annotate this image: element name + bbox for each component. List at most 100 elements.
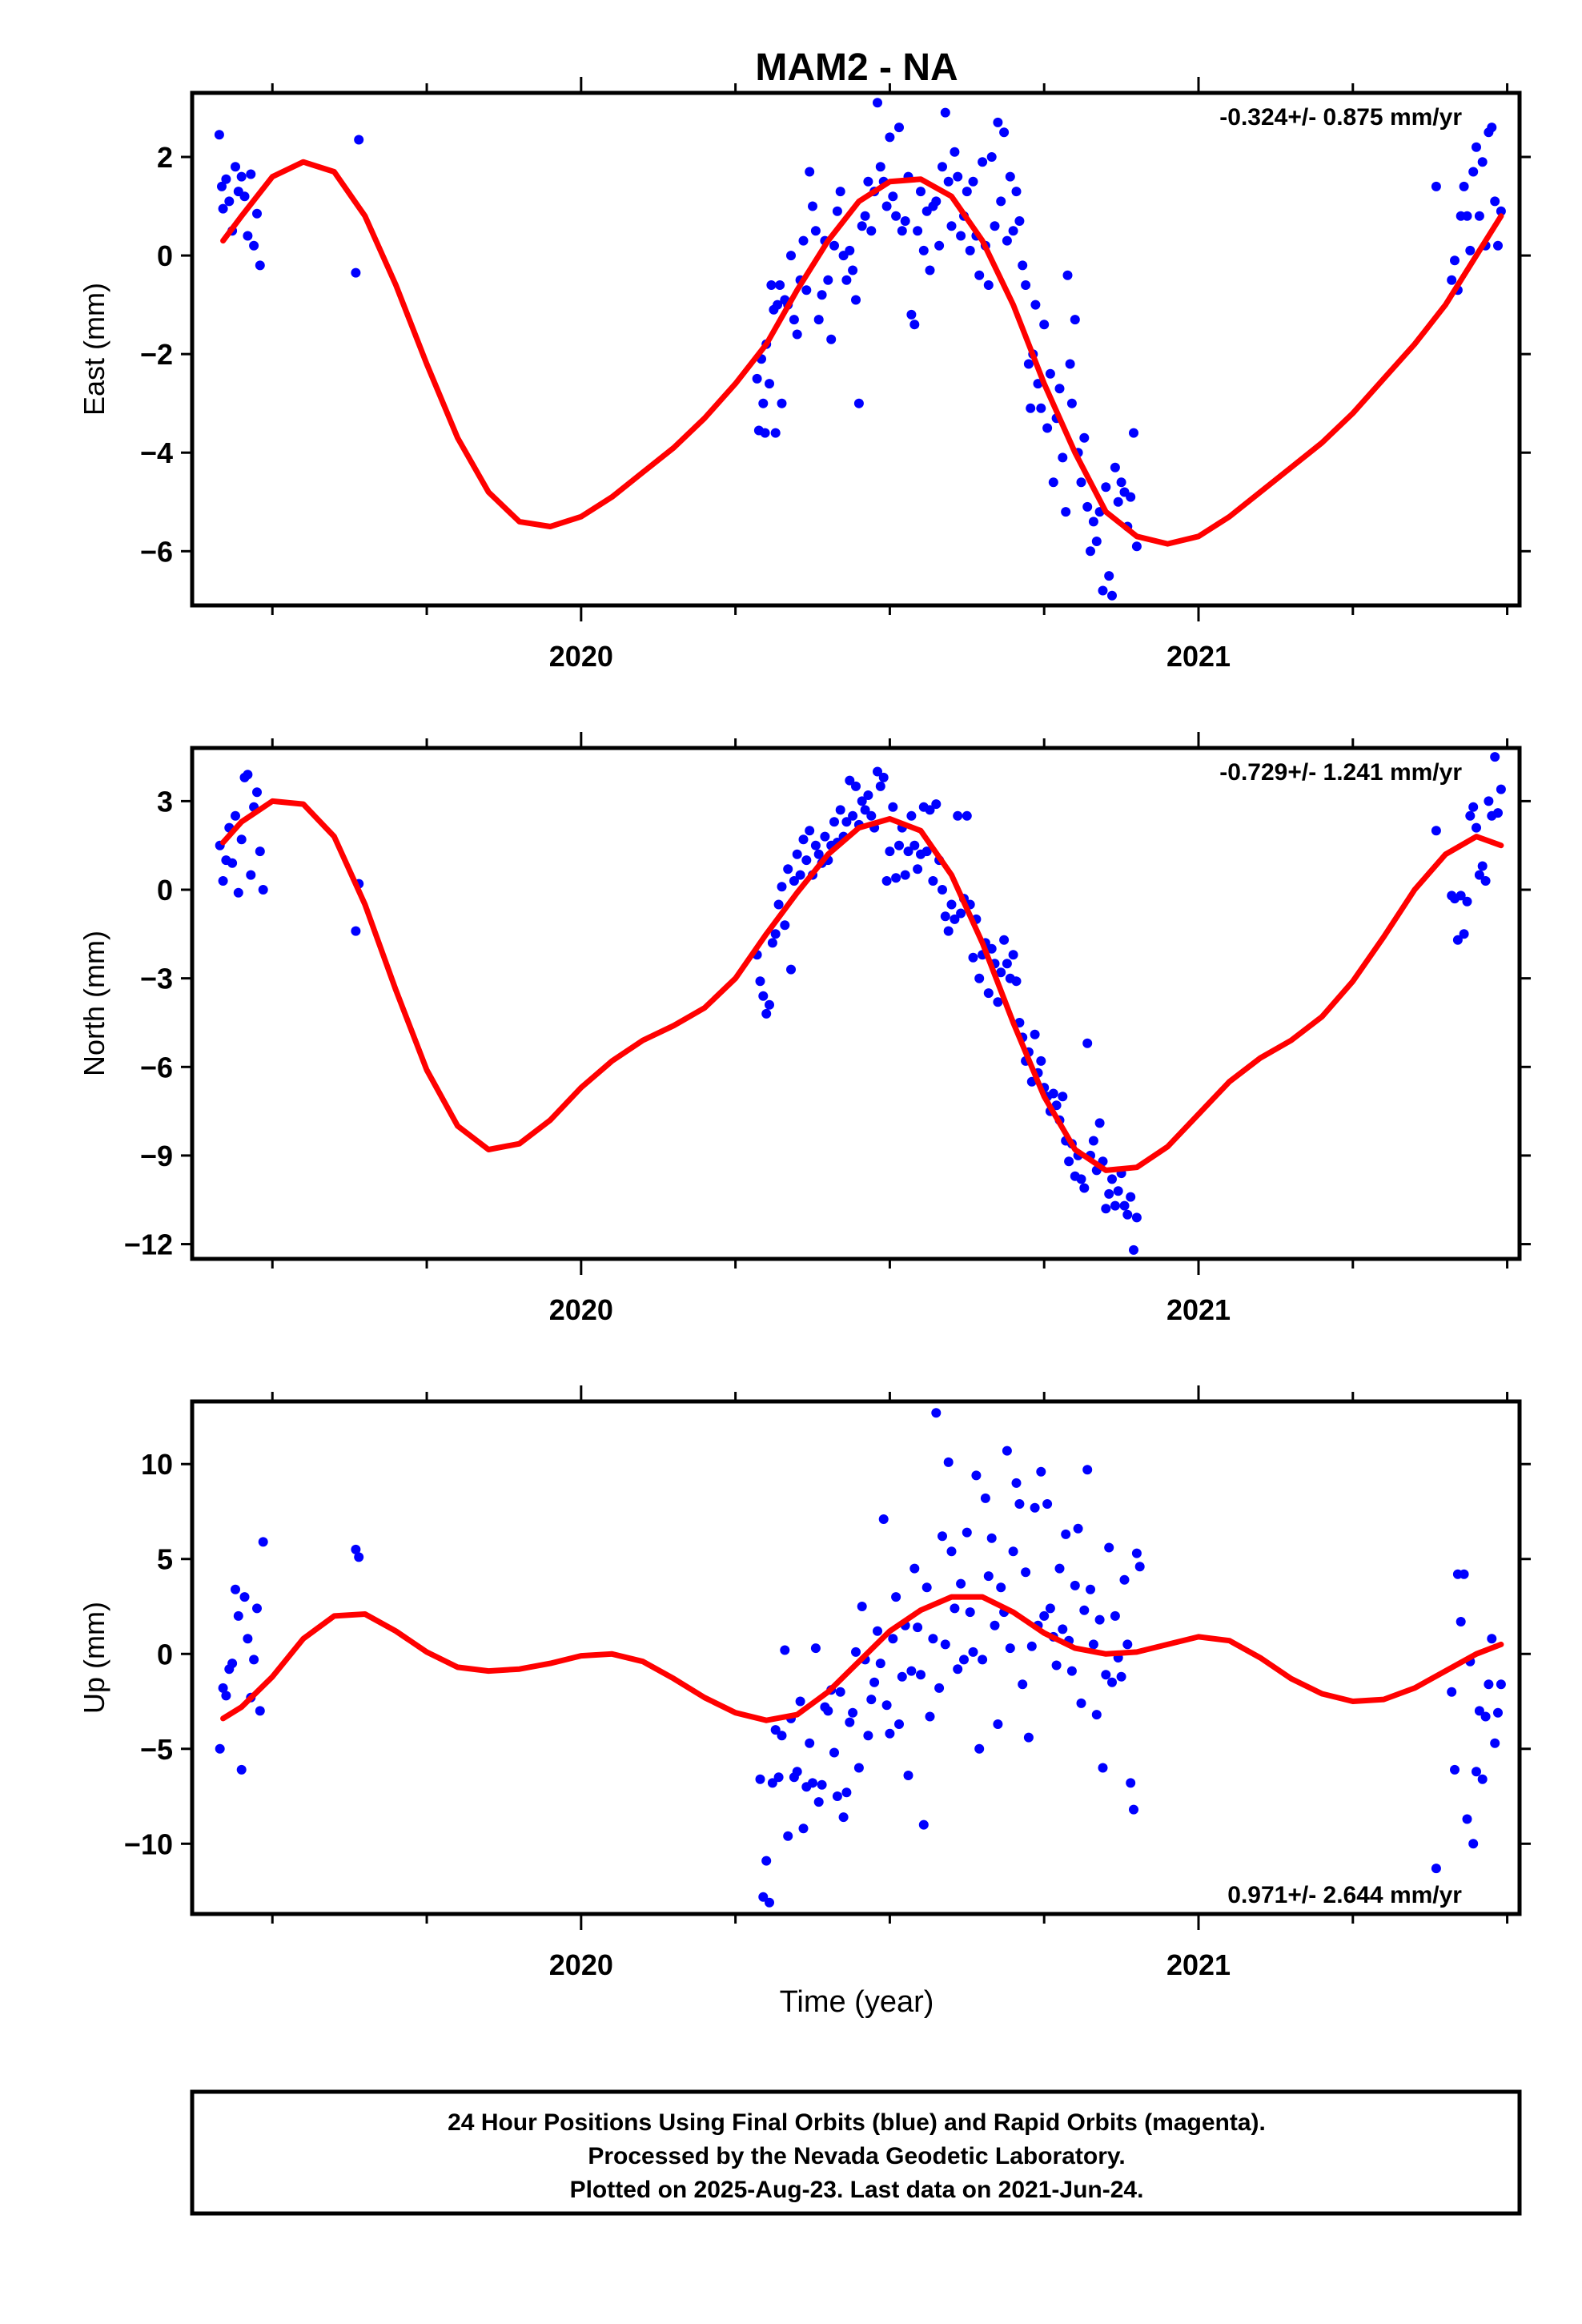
east-data-point: [221, 174, 231, 184]
up-data-point: [897, 1671, 907, 1682]
up-data-point: [215, 1743, 225, 1754]
up-data-point: [1447, 1687, 1457, 1697]
east-y-tick-label: −6: [140, 535, 173, 568]
north-data-point: [881, 876, 892, 886]
up-data-point: [1129, 1804, 1138, 1815]
north-data-point: [1131, 1212, 1142, 1223]
north-data-point: [798, 834, 809, 845]
north-points: [215, 752, 1506, 1255]
east-y-tick-label: −2: [140, 338, 173, 371]
north-y-tick-label: 3: [157, 785, 173, 818]
north-data-point: [1474, 870, 1484, 880]
east-data-point: [845, 245, 855, 255]
north-data-point: [1011, 976, 1022, 987]
up-data-point: [971, 1470, 982, 1481]
up-data-point: [817, 1779, 827, 1790]
up-data-point: [823, 1706, 833, 1716]
east-data-point: [925, 265, 935, 275]
east-data-point: [789, 315, 799, 325]
footer-line-3: Plotted on 2025-Aug-23. Last data on 202…: [570, 2177, 1144, 2203]
east-data-point: [857, 221, 867, 231]
east-data-point: [1487, 123, 1497, 133]
north-data-point: [866, 810, 877, 821]
east-data-point: [1023, 359, 1034, 369]
north-data-point: [863, 790, 873, 800]
north-data-point: [974, 973, 985, 983]
up-data-point: [1490, 1738, 1500, 1748]
up-data-point: [243, 1634, 253, 1644]
east-data-point: [953, 171, 963, 182]
north-data-point: [218, 876, 228, 886]
panel-east: 2 0 −2 −4 −6 2020 2021 East (mm) -0.324+/- 0.875…: [78, 77, 1531, 673]
east-data-point: [775, 280, 785, 290]
up-data-point: [221, 1691, 231, 1701]
east-data-point: [1462, 211, 1472, 221]
up-data-point: [1005, 1643, 1015, 1654]
east-data-point: [916, 187, 926, 197]
up-data-point: [773, 1772, 784, 1783]
up-data-point: [1051, 1660, 1062, 1671]
up-data-point: [1061, 1529, 1071, 1539]
up-data-point: [903, 1771, 913, 1780]
east-data-point: [214, 130, 224, 140]
east-data-point: [968, 176, 978, 187]
up-data-point: [832, 1791, 842, 1801]
east-data-point: [1066, 398, 1077, 408]
east-data-point: [1065, 359, 1075, 369]
panel-north: 3 0 −3 −6 −9 −12 2020 2021 North (mm) -0.729+/- 1…: [78, 732, 1531, 1326]
up-data-point: [978, 1655, 988, 1665]
north-data-point: [1104, 1188, 1114, 1199]
north-y-tick-label: −9: [140, 1140, 173, 1172]
up-data-point: [996, 1582, 1006, 1593]
up-data-point: [909, 1563, 920, 1574]
north-data-point: [875, 781, 885, 791]
east-data-point: [1045, 368, 1055, 379]
east-data-point: [1002, 235, 1012, 246]
east-data-point: [1126, 492, 1136, 502]
up-data-point: [792, 1767, 802, 1777]
north-data-point: [795, 870, 805, 880]
up-data-point: [1014, 1499, 1025, 1509]
north-data-point: [996, 967, 1006, 978]
up-fit-line: [220, 1594, 1504, 1723]
east-data-point: [770, 428, 781, 438]
up-data-point: [1008, 1546, 1018, 1557]
north-data-point: [805, 826, 815, 836]
east-data-point: [246, 169, 256, 179]
panel-up: 10 5 0 −5 −10 2020 2021 Up (mm) 0.971+/- 2.644 m…: [78, 1385, 1531, 1981]
up-data-point: [1039, 1610, 1050, 1621]
east-data-point: [946, 221, 957, 231]
up-data-point: [866, 1695, 877, 1705]
up-data-point: [351, 1544, 361, 1554]
east-data-point: [938, 162, 947, 172]
east-data-point: [758, 398, 769, 408]
up-data-point: [885, 1728, 895, 1739]
up-data-point: [869, 1677, 880, 1687]
east-data-point: [1036, 403, 1046, 413]
east-data-point: [1477, 157, 1488, 167]
east-data-point: [1131, 541, 1142, 552]
east-data-point: [853, 398, 864, 408]
up-data-point: [851, 1647, 861, 1657]
north-data-point: [1101, 1204, 1111, 1214]
east-data-point: [1116, 477, 1126, 488]
north-data-point: [1122, 1209, 1133, 1220]
north-data-point: [878, 772, 889, 782]
up-data-point: [1116, 1671, 1126, 1682]
east-points: [214, 98, 1506, 601]
north-data-point: [820, 831, 830, 842]
up-data-point: [913, 1622, 923, 1633]
north-data-point: [940, 911, 950, 922]
east-data-point: [1450, 255, 1460, 266]
up-rate-label: 0.971+/- 2.644 mm/yr: [1227, 1882, 1462, 1908]
east-data-point: [231, 162, 240, 172]
east-data-point: [1107, 590, 1117, 601]
up-data-point: [1094, 1614, 1105, 1625]
east-data-point: [1104, 571, 1114, 581]
north-data-point: [848, 810, 858, 821]
east-data-point: [1011, 187, 1022, 197]
east-data-point: [1468, 167, 1479, 177]
north-data-point: [888, 802, 898, 812]
north-data-point: [255, 846, 265, 857]
up-data-point: [1079, 1605, 1090, 1615]
